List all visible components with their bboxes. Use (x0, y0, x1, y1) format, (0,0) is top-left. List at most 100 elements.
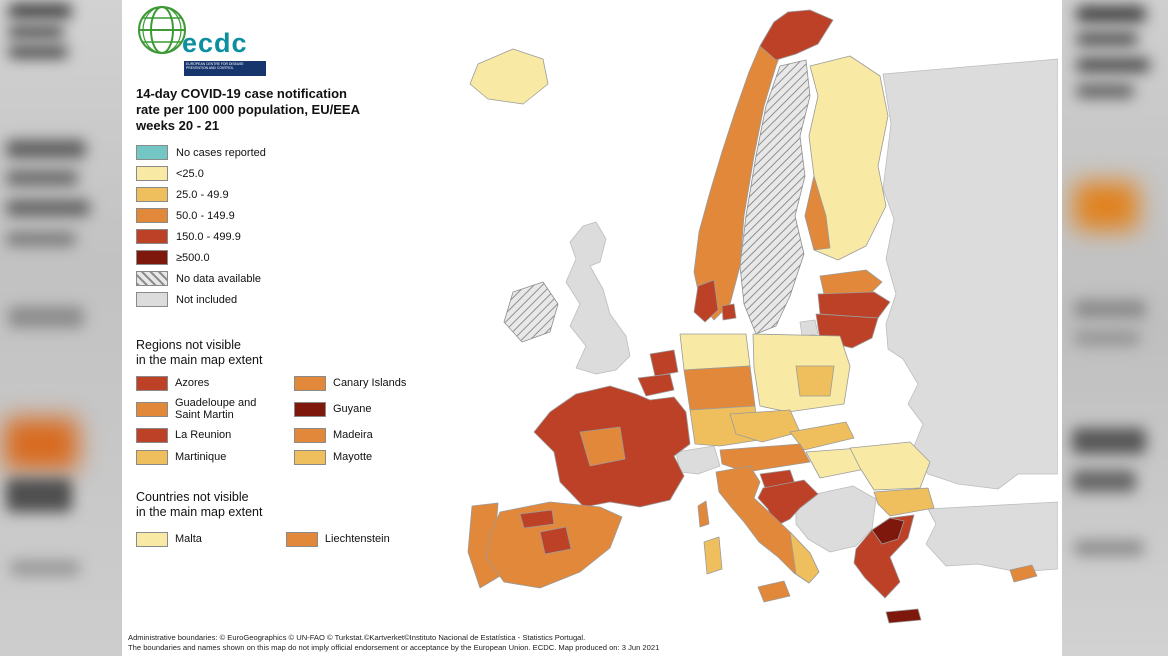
region-label: Mayotte (333, 450, 373, 463)
title-line1: 14-day COVID-19 case notification (136, 86, 347, 101)
title-line3: weeks 20 - 21 (136, 118, 220, 133)
map-region-denmark-islands (721, 303, 737, 321)
region-item-canary-islands: Canary Islands (294, 376, 444, 391)
globe-icon (138, 6, 186, 54)
blur-artifact (8, 46, 68, 58)
legend-label: 25.0 - 49.9 (176, 188, 229, 201)
region-item-guyane: Guyane (294, 398, 444, 421)
region-swatch (136, 376, 168, 391)
legend-label: ≥500.0 (176, 251, 210, 264)
map-region-finland-west (804, 175, 831, 251)
blur-artifact (1072, 428, 1146, 454)
regions-section-title: Regions not visible in the main map exte… (136, 338, 262, 368)
region-label: Madeira (333, 428, 373, 441)
blur-artifact (1076, 32, 1138, 46)
blurred-right-margin (1062, 0, 1168, 656)
countries-title-line1: Countries not visible (136, 490, 249, 504)
countries-legend: Malta Liechtenstein (136, 532, 390, 547)
region-label: Azores (175, 376, 210, 389)
legend-label: <25.0 (176, 167, 204, 180)
map-region-austria (719, 443, 811, 473)
region-label: Martinique (175, 450, 227, 463)
map-region-germany-center (683, 365, 756, 411)
legend-item-no-cases: No cases reported (136, 142, 266, 163)
country-label: Malta (175, 532, 202, 545)
legend-item-150-499: 150.0 - 499.9 (136, 226, 266, 247)
map-region-sweden (739, 59, 811, 335)
region-item-martinique: Martinique (136, 450, 294, 465)
legend-swatch (136, 187, 168, 202)
blur-artifact (1076, 84, 1134, 98)
blur-artifact (8, 4, 72, 18)
legend-label: No cases reported (176, 146, 266, 159)
map-region-sardinia (703, 536, 723, 575)
legend-swatch (136, 145, 168, 160)
map-region-poland-south (795, 365, 835, 397)
blur-artifact (6, 170, 78, 186)
regions-legend: Azores Canary Islands Guadeloupe and Sai… (136, 376, 444, 465)
country-swatch (136, 532, 168, 547)
region-item-la-reunion: La Reunion (136, 428, 294, 443)
blur-artifact (6, 140, 86, 158)
legend-swatch (136, 250, 168, 265)
map-region-cyprus (1009, 564, 1038, 583)
blur-artifact (6, 200, 90, 216)
region-swatch (136, 450, 168, 465)
blur-artifact (1074, 540, 1144, 556)
footer-line1: Administrative boundaries: © EuroGeograp… (128, 633, 586, 642)
blur-artifact (1076, 6, 1146, 22)
footer-line2: The boundaries and names shown on this m… (128, 642, 660, 652)
blur-artifact (8, 306, 84, 328)
map-region-estonia (819, 269, 883, 295)
map-region-france-west (579, 426, 626, 467)
country-swatch (285, 532, 318, 547)
page-title: 14-day COVID-19 case notification rate p… (136, 86, 360, 134)
blur-artifact (1074, 300, 1146, 318)
map-footer: Administrative boundaries: © EuroGeograp… (128, 633, 659, 652)
country-item-liechtenstein: Liechtenstein (285, 532, 390, 547)
region-item-madeira: Madeira (294, 428, 444, 443)
map-region-denmark (693, 279, 719, 323)
blur-artifact (6, 232, 76, 246)
legend-item-lt25: <25.0 (136, 163, 266, 184)
region-item-mayotte: Mayotte (294, 450, 444, 465)
blur-artifact (1074, 330, 1140, 346)
map-sheet: ecdc EUROPEAN CENTRE FOR DISEASE PREVENT… (122, 0, 1062, 656)
region-label: Canary Islands (333, 376, 407, 389)
blur-artifact (6, 478, 72, 512)
map-region-belgium (637, 373, 675, 397)
legend-item-50-149: 50.0 - 149.9 (136, 205, 266, 226)
legend-label: Not included (176, 293, 238, 306)
region-item-azores: Azores (136, 376, 294, 391)
region-item-guadeloupe: Guadeloupe and Saint Martin (136, 397, 294, 421)
map-region-germany-north (679, 333, 751, 371)
map-region-spain-north (519, 509, 555, 529)
region-swatch (294, 402, 326, 417)
map-region-switzerland (675, 445, 721, 475)
map-region-greece-north (871, 517, 905, 545)
legend-swatch (136, 208, 168, 223)
map-region-corsica (697, 500, 710, 528)
map-region-turkey (925, 501, 1059, 573)
blurred-left-margin (0, 0, 122, 656)
map-region-western-balkans (795, 485, 877, 553)
legend-item-not-included: Not included (136, 289, 266, 310)
map-region-romania (849, 441, 931, 491)
map-region-spain-center (539, 526, 572, 555)
map-region-bulgaria (873, 487, 935, 517)
ecdc-tagline: EUROPEAN CENTRE FOR DISEASE PREVENTION A… (184, 61, 266, 76)
blur-artifact (1072, 470, 1136, 492)
legend-swatch (136, 292, 168, 307)
map-region-sicily (757, 580, 791, 603)
region-label: La Reunion (175, 428, 232, 441)
ecdc-logo: ecdc EUROPEAN CENTRE FOR DISEASE PREVENT… (136, 2, 336, 80)
countries-section-title: Countries not visible in the main map ex… (136, 490, 262, 520)
map-region-eastern-europe (882, 58, 1059, 490)
map-region-finland (804, 55, 889, 261)
map-region-croatia (757, 479, 819, 527)
legend-item-gte500: ≥500.0 (136, 247, 266, 268)
map-region-italy-south (789, 531, 820, 584)
regions-title-line2: in the main map extent (136, 353, 263, 367)
ecdc-wordmark: ecdc (182, 28, 248, 58)
